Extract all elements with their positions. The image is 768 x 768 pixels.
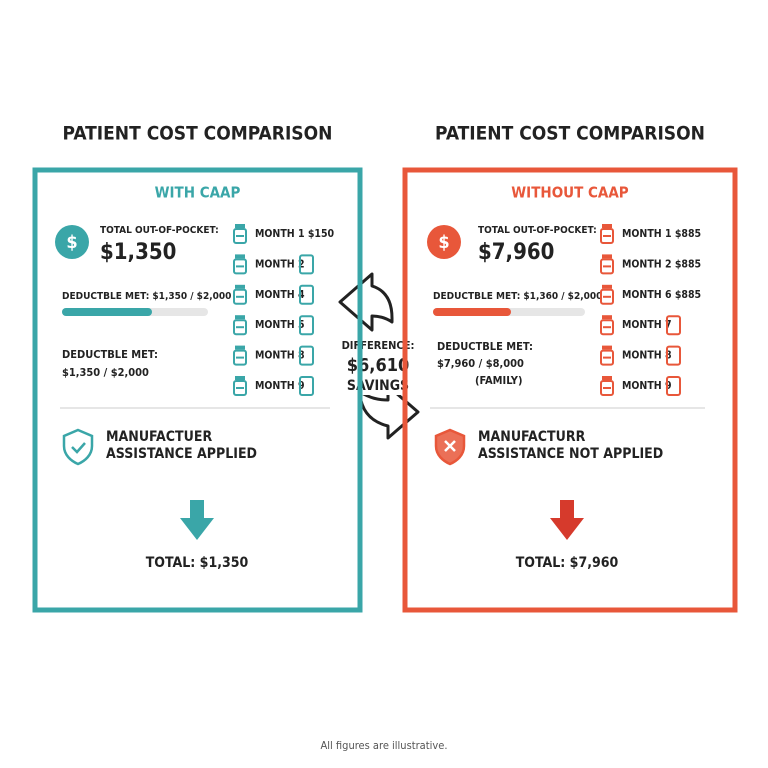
shield-mark [71,442,86,454]
shield-icon [62,428,94,466]
panel-label: WITHOUT CAAP [511,184,629,202]
bottle-cap [235,284,245,289]
bottle-cap [602,345,612,350]
footer: All figures are illustrative. [321,739,448,752]
total-amount: $7,960 [478,240,554,265]
bottle-body [233,380,247,396]
shield-mark [444,440,456,452]
difference-savings: SAVINGS [347,378,409,394]
dollar-sign: $ [66,232,77,253]
progress-fill [433,308,511,316]
bottle-large [299,254,314,275]
difference-box [345,335,411,395]
total: TOTAL: $7,960 [516,555,619,571]
bottle-cap [602,254,612,259]
assistance-text: MANUFACTUER [106,429,212,445]
deductible-detail: $1,350 / $2,000 [62,366,149,379]
bottle-cap [235,315,245,320]
month-item: MONTH 9 [255,380,305,392]
month-item: MONTH 9 [622,380,672,392]
bottle-body [600,258,614,275]
assistance-text: MANUFACTURR [478,429,586,445]
bottle-large [299,315,314,336]
panel-border [402,167,738,613]
bottle-body [600,319,614,336]
assistance-text: ASSISTANCE APPLIED [106,446,257,462]
difference-amount: $6,610 [347,355,410,376]
bottle-cap [235,376,245,380]
dollar-sign: $ [438,232,449,253]
panel-border [32,167,363,613]
bottle-large [299,376,314,396]
deductible-detail: (FAMILY) [475,374,523,387]
bottle-body [600,349,614,366]
month-item: MONTH 2 $885 [622,258,701,270]
progress-fill [62,308,152,316]
panel-heading: PATIENT COST COMPARISON [63,123,333,145]
total: TOTAL: $1,350 [146,555,249,571]
bottle-cap [602,315,612,320]
total-amount: $1,350 [100,240,176,265]
month-item: MONTH 1 $150 [255,228,335,240]
arrow-left [338,272,394,332]
bottle-body [233,228,247,244]
bottle-body [600,228,614,244]
deductible-line: DEDUCTBLE MET: $1,350 / $2,000 [62,291,231,302]
bottle-cap [602,376,612,380]
bottle-large [666,376,681,396]
panel-heading: PATIENT COST COMPARISON [435,123,705,145]
month-item: MONTH 8 [255,350,305,362]
down-arrow [180,500,214,540]
bottle-large [666,345,681,366]
bottle-body [600,380,614,396]
bottle-body [233,288,247,305]
total-label: TOTAL OUT-OF-POCKET: [478,225,597,236]
bottle-large [299,284,314,305]
assistance-text: ASSISTANCE NOT APPLIED [478,446,663,462]
deductible-title: DEDUCTBLE MET: [437,340,533,353]
month-item: MONTH 7 [622,319,672,331]
bottle-body [233,258,247,275]
bottle-large [666,315,681,336]
bottle-cap [235,254,245,259]
month-item: MONTH 2 [255,258,305,270]
dollar-icon [427,225,461,259]
bottle-body [600,288,614,305]
bottle-large [299,345,314,366]
bottle-cap [235,224,245,228]
bottle-cap [235,345,245,350]
bottle-body [233,319,247,336]
month-item: MONTH 4 [255,289,305,301]
deductible-detail: $7,960 / $8,000 [437,357,524,370]
bottle-cap [602,224,612,228]
deductible-line: DEDUCTBLE MET: $1,360 / $2,000 [433,291,602,302]
deductible-title: DEDUCTBLE MET: [62,348,158,361]
month-item: MONTH 5 [255,319,305,331]
month-item: MONTH 8 [622,350,672,362]
dollar-icon [55,225,89,259]
bottle-body [233,349,247,366]
panel-label: WITH CAAP [155,184,241,202]
total-label: TOTAL OUT-OF-POCKET: [100,225,219,236]
bottle-cap [602,284,612,289]
month-item: MONTH 6 $885 [622,289,701,301]
down-arrow [550,500,584,540]
curved-arrows [338,272,420,440]
month-item: MONTH 1 $885 [622,228,701,240]
